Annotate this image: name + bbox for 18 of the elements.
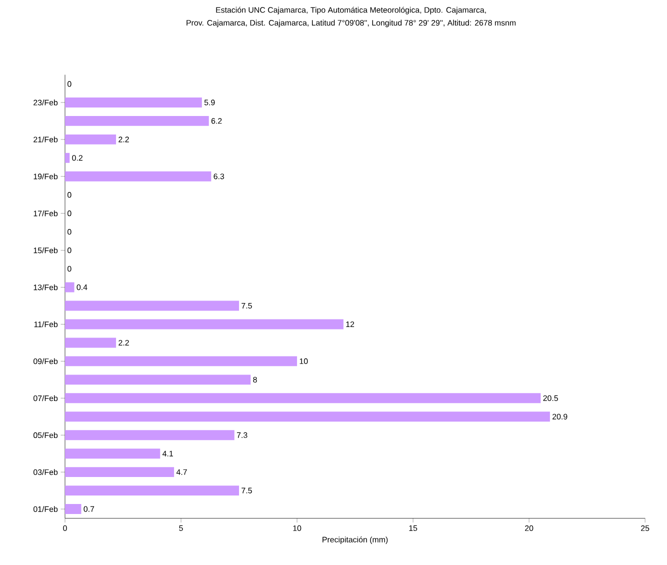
bar [65,319,344,330]
bar [65,356,298,366]
bar [65,97,202,108]
bar [65,338,116,348]
bar [65,393,541,404]
bar [65,171,212,182]
bar [65,282,74,292]
bar [65,467,174,477]
bar [65,486,240,496]
bar [65,134,116,144]
bar [65,504,82,514]
bar [65,412,550,422]
bar [65,374,251,385]
bar [65,300,240,311]
bar [65,448,160,459]
bar [65,152,70,163]
bar [65,430,234,440]
bar [65,116,209,126]
